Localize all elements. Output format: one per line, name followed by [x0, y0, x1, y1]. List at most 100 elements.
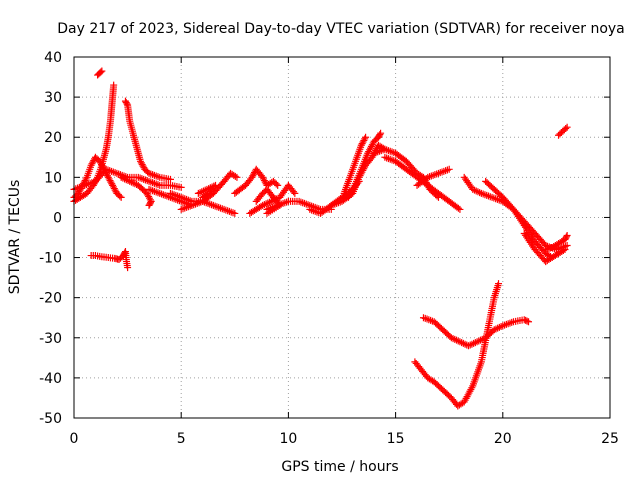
- series-arc-25: [520, 229, 569, 266]
- data-point: [105, 175, 113, 183]
- data-point: [233, 173, 241, 181]
- data-point: [451, 335, 459, 343]
- data-point: [475, 337, 483, 345]
- y-tick-label: -50: [39, 411, 62, 427]
- data-point: [525, 318, 533, 326]
- data-point: [206, 184, 214, 192]
- data-point: [129, 179, 137, 187]
- data-point: [466, 341, 474, 349]
- data-point: [469, 185, 477, 193]
- data-point: [260, 175, 268, 183]
- series-arc-26: [542, 231, 571, 254]
- plot-frame: [73, 56, 611, 419]
- data-point: [144, 191, 152, 199]
- data-point: [98, 67, 106, 75]
- data-point: [110, 81, 118, 89]
- data-point: [210, 182, 218, 190]
- data-point: [131, 180, 139, 188]
- data-point: [249, 172, 257, 180]
- data-point: [350, 183, 358, 191]
- data-point: [136, 157, 144, 165]
- data-point: [461, 340, 469, 348]
- data-point: [459, 339, 467, 347]
- series-arc-5: [87, 248, 132, 272]
- y-tick-label: 10: [44, 170, 62, 186]
- data-point: [476, 189, 484, 197]
- data-point: [145, 194, 153, 202]
- data-point: [122, 176, 130, 184]
- data-point: [561, 246, 569, 254]
- data-point: [123, 100, 131, 108]
- data-point: [449, 335, 457, 343]
- data-point: [177, 183, 185, 191]
- data-point: [126, 177, 134, 185]
- data-point: [124, 264, 132, 272]
- data-point: [196, 189, 204, 197]
- data-point: [250, 170, 258, 178]
- data-point: [104, 173, 112, 181]
- data-point: [271, 196, 279, 204]
- data-point: [108, 180, 116, 188]
- data-point: [361, 135, 369, 143]
- data-point: [194, 189, 202, 197]
- data-point: [137, 159, 145, 167]
- data-point: [97, 68, 105, 76]
- data-point: [447, 334, 455, 342]
- data-point: [377, 129, 385, 137]
- data-point: [145, 193, 153, 201]
- y-tick-label: -10: [39, 251, 62, 267]
- data-point: [127, 178, 135, 186]
- data-point: [376, 131, 384, 139]
- data-point: [470, 339, 478, 347]
- data-point: [559, 247, 567, 255]
- data-point: [464, 342, 472, 350]
- y-tick-label: -30: [39, 331, 62, 347]
- series-arc-27: [555, 123, 571, 139]
- grid-lines: [74, 57, 610, 418]
- data-point: [201, 186, 209, 194]
- data-point: [454, 204, 462, 212]
- data-point: [478, 335, 486, 343]
- x-tick-label: 5: [177, 431, 186, 447]
- data-point: [212, 181, 220, 189]
- data-point: [492, 325, 500, 333]
- y-tick-label: 30: [44, 90, 62, 106]
- data-point: [166, 175, 174, 183]
- data-point: [138, 160, 146, 168]
- data-point: [260, 201, 268, 209]
- data-point: [291, 189, 299, 197]
- data-point: [269, 197, 277, 205]
- data-point: [143, 189, 151, 197]
- data-point: [472, 187, 480, 195]
- series-arc-6: [121, 97, 174, 183]
- data-point: [473, 338, 481, 346]
- y-tick-label: 20: [44, 130, 62, 146]
- series-arc-24: [482, 177, 571, 254]
- data-point: [497, 323, 505, 331]
- data-point: [231, 172, 239, 180]
- series-arc-19: [340, 133, 370, 197]
- data-point: [562, 233, 570, 241]
- y-tick-label: -20: [39, 291, 62, 307]
- y-tick-label: 40: [44, 50, 62, 66]
- data-point: [87, 161, 95, 169]
- series-arc-14: [246, 181, 299, 217]
- data-point: [468, 340, 476, 348]
- data-point: [110, 185, 118, 193]
- data-point: [445, 165, 453, 173]
- data-point: [198, 188, 206, 196]
- data-point: [471, 339, 479, 347]
- data-point: [205, 185, 213, 193]
- data-point: [266, 198, 274, 206]
- x-tick-label: 10: [279, 431, 297, 447]
- data-point: [474, 188, 482, 196]
- series-arc-9: [166, 189, 239, 217]
- data-point: [523, 317, 531, 325]
- series-arc-28: [419, 314, 533, 350]
- data-point: [362, 133, 370, 141]
- data-point: [121, 175, 129, 183]
- data-point: [109, 181, 117, 189]
- data-point: [274, 181, 282, 189]
- data-point: [116, 192, 124, 200]
- series-arc-18: [344, 129, 385, 201]
